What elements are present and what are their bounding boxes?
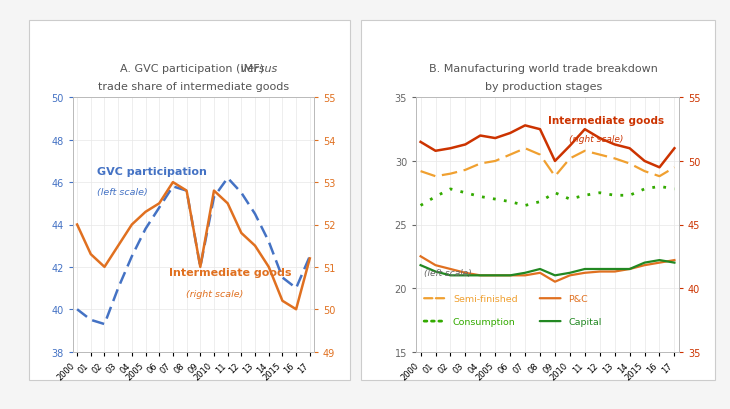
Text: trade share of intermediate goods: trade share of intermediate goods xyxy=(98,82,289,92)
Text: Capital: Capital xyxy=(569,317,602,326)
Text: GVC participation: GVC participation xyxy=(97,166,207,176)
Text: Consumption: Consumption xyxy=(453,317,515,326)
Text: versus: versus xyxy=(110,64,277,74)
Text: by production stages: by production stages xyxy=(485,82,602,92)
Text: (left scale): (left scale) xyxy=(97,188,148,196)
Text: Semi-finished: Semi-finished xyxy=(453,294,518,303)
Text: A. GVC participation (IMF): A. GVC participation (IMF) xyxy=(120,64,267,74)
Text: (right scale): (right scale) xyxy=(569,134,623,143)
Text: B. Manufacturing world trade breakdown: B. Manufacturing world trade breakdown xyxy=(429,64,658,74)
Text: P&C: P&C xyxy=(569,294,588,303)
Text: Intermediate goods: Intermediate goods xyxy=(169,267,292,278)
Text: (left scale): (left scale) xyxy=(424,269,472,278)
Text: Intermediate goods: Intermediate goods xyxy=(548,115,664,126)
Text: (right scale): (right scale) xyxy=(186,289,244,298)
